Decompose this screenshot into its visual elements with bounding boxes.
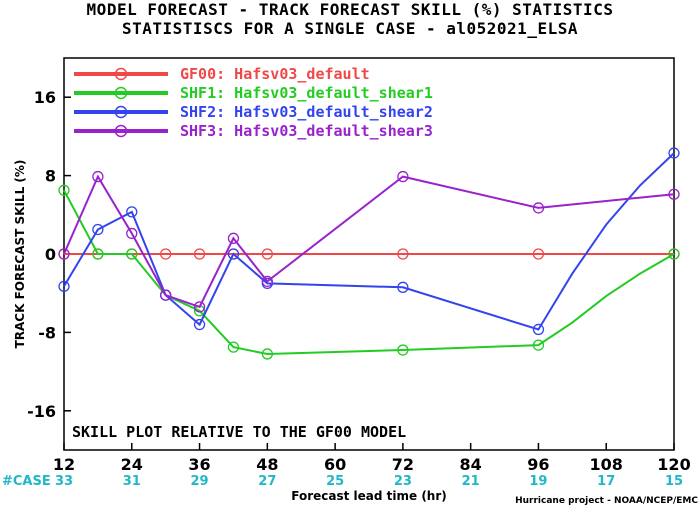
series-line — [63, 152, 675, 331]
x-tick-label: 96 — [527, 455, 549, 474]
x-tick-label: 12 — [53, 455, 75, 474]
series-marker — [668, 147, 680, 159]
x-tick-label: 36 — [188, 455, 210, 474]
series-marker — [126, 227, 138, 240]
series-marker — [193, 301, 206, 313]
series-line — [63, 189, 675, 356]
series-marker — [160, 248, 172, 260]
series-marker — [397, 248, 409, 260]
y-tick-label: 16 — [34, 88, 56, 107]
x-tick-label: 72 — [392, 455, 414, 474]
series-marker — [397, 281, 409, 293]
series-marker — [261, 248, 273, 260]
series-marker — [227, 341, 240, 353]
case-count: 19 — [529, 474, 547, 489]
series-marker — [532, 339, 545, 351]
legend-label: SHF1: Hafsv03_default_shear1 — [180, 84, 433, 102]
y-tick-label: -8 — [38, 323, 56, 342]
x-tick-label: 84 — [460, 455, 482, 474]
series-marker — [193, 318, 206, 331]
case-label: #CASE — [2, 474, 51, 489]
case-count: 31 — [123, 474, 141, 489]
case-count: 15 — [665, 474, 683, 489]
legend-label: SHF2: Hafsv03_default_shear2 — [180, 103, 433, 121]
series-marker — [227, 232, 240, 244]
y-axis-label: TRACK FORECAST SKILL (%) — [13, 160, 27, 349]
series-line — [63, 174, 675, 309]
case-count: 21 — [462, 474, 480, 489]
series-marker — [668, 248, 680, 260]
legend-marker — [114, 105, 128, 119]
credit-text: Hurricane project - NOAA/NCEP/EMC — [515, 496, 698, 506]
x-axis-label: Forecast lead time (hr) — [291, 489, 447, 503]
series-marker — [160, 289, 172, 301]
x-tick-label: 60 — [324, 455, 346, 474]
chart-title: MODEL FORECAST - TRACK FORECAST SKILL (%… — [86, 0, 614, 19]
case-count: 33 — [55, 474, 73, 489]
series-marker — [397, 170, 409, 183]
case-count: 27 — [258, 474, 276, 489]
legend-label: GF00: Hafsv03_default — [180, 65, 370, 83]
x-tick-label: 120 — [657, 455, 690, 474]
case-count: 25 — [326, 474, 344, 489]
series-marker — [58, 248, 70, 260]
series-marker — [261, 348, 273, 360]
series-marker — [126, 206, 138, 218]
series-marker — [92, 223, 104, 236]
case-count: 29 — [191, 474, 209, 489]
series-marker — [261, 275, 273, 288]
series-marker — [193, 248, 206, 260]
x-tick-label: 48 — [256, 455, 278, 474]
series-marker — [58, 280, 70, 292]
series-marker — [126, 248, 138, 260]
y-tick-label: 0 — [45, 245, 56, 264]
legend-label: SHF3: Hafsv03_default_shear3 — [180, 122, 433, 140]
legend-marker — [114, 86, 128, 100]
series-marker — [227, 248, 240, 260]
x-tick-label: 24 — [121, 455, 143, 474]
series-marker — [668, 188, 680, 200]
case-count: 17 — [597, 474, 615, 489]
series-marker — [92, 248, 104, 260]
series-marker — [92, 170, 104, 183]
series-marker — [532, 248, 545, 260]
y-tick-label: 8 — [45, 167, 56, 186]
skill-annotation: SKILL PLOT RELATIVE TO THE GF00 MODEL — [72, 423, 406, 441]
chart-subtitle: STATISTISCS FOR A SINGLE CASE - al052021… — [122, 19, 578, 38]
series-marker — [532, 323, 545, 336]
series-marker — [532, 202, 545, 214]
case-count: 23 — [394, 474, 412, 489]
legend-marker — [114, 124, 128, 138]
series-marker — [397, 344, 409, 356]
y-tick-label: -16 — [27, 402, 56, 421]
legend-marker — [114, 67, 128, 81]
x-tick-label: 108 — [590, 455, 623, 474]
series-marker — [58, 184, 70, 196]
